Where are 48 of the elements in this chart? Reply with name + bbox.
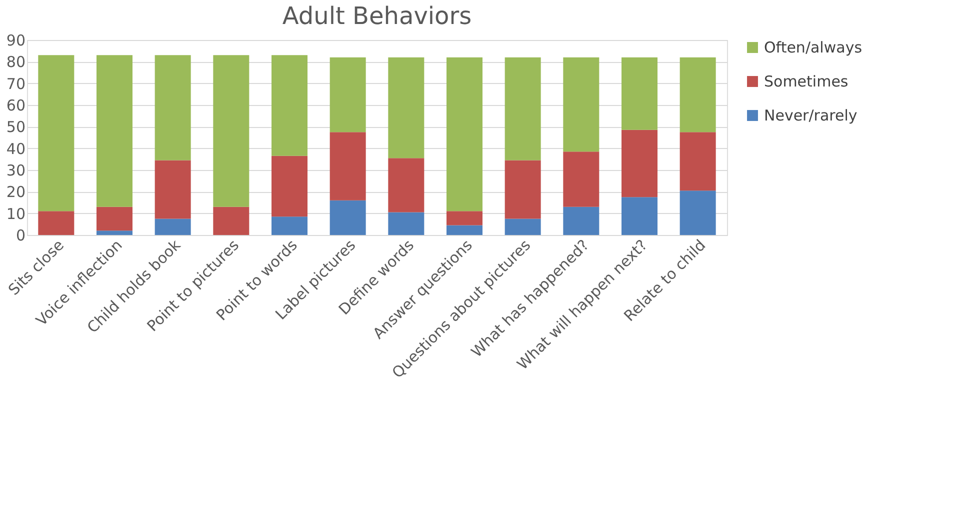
bar [680,57,716,132]
bar [272,216,308,235]
y-tick-label: 60 [6,96,26,114]
legend-label: Often/always [764,38,862,56]
bar [330,200,366,235]
bar [154,160,191,219]
bar [563,206,600,235]
bar [96,55,132,207]
bar [96,230,132,235]
y-tick-label: 20 [6,183,26,202]
bar [388,212,424,235]
bar [154,218,191,235]
bar [622,130,658,198]
chart-title: Adult Behaviors [282,2,472,30]
bar [213,55,250,207]
bar [622,57,658,130]
bar [38,211,74,235]
y-tick-label: 70 [6,74,26,93]
legend-label: Sometimes [764,72,848,90]
bar [38,55,74,212]
bar [680,190,716,235]
bar [446,211,482,226]
bar [272,156,308,217]
bar [504,160,541,219]
bar [504,57,541,160]
bar [446,57,482,212]
bar [96,206,132,231]
bar [272,55,308,156]
y-tick-label: 40 [6,140,26,158]
bar [622,197,658,235]
y-tick-label: 10 [6,204,26,223]
bar [388,158,424,212]
bar [213,206,250,235]
bar [330,57,366,132]
bar [563,57,600,152]
bar [446,225,482,235]
bar [330,132,366,200]
bar [563,152,600,207]
y-tick-label: 50 [6,118,26,136]
bar [680,132,716,191]
bar [388,57,424,158]
y-tick-label: 0 [16,226,26,244]
y-tick-label: 80 [6,53,26,72]
legend-label: Never/rarely [764,106,858,124]
bar [154,55,191,160]
y-tick-label: 90 [6,32,26,50]
y-tick-label: 30 [6,162,26,180]
bar [504,218,541,235]
